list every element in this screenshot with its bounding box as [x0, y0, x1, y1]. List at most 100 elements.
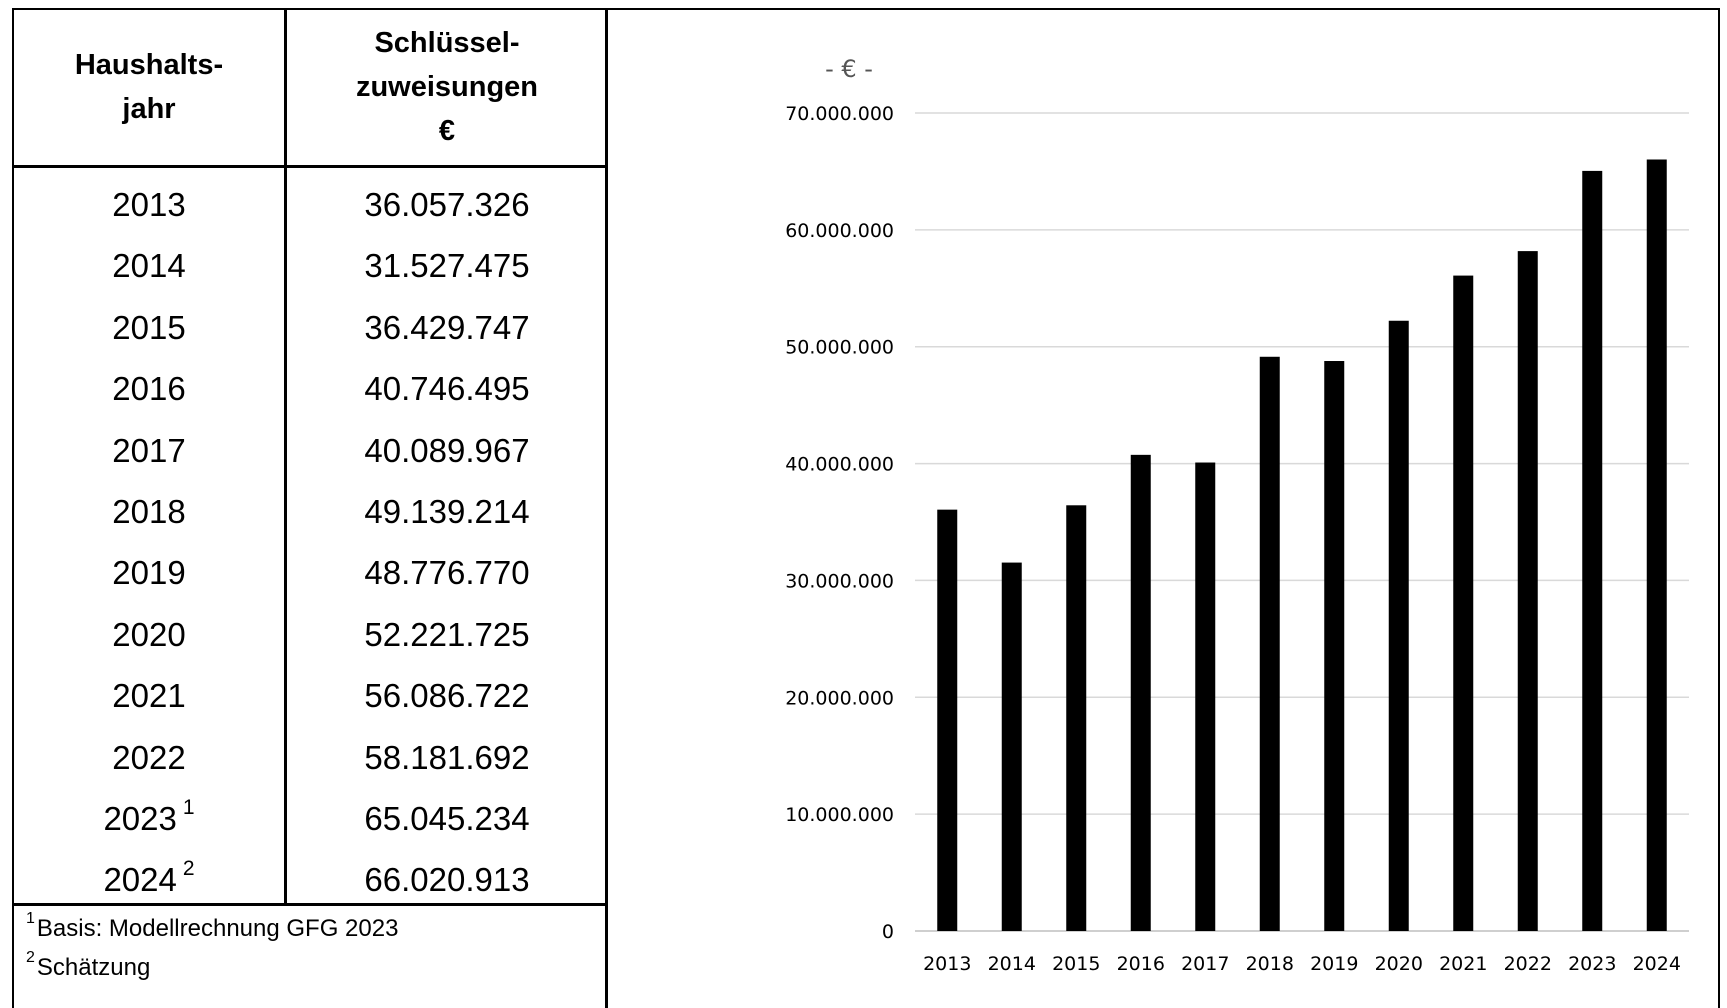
y-tick-label: 50.000.000 — [785, 337, 894, 359]
year-cell: 2016 — [12, 358, 286, 419]
bar-2024 — [1646, 159, 1667, 931]
figure-frame — [12, 8, 1720, 1008]
year-cell: 2021 — [12, 665, 286, 726]
value-cell: 66.020.913 — [364, 861, 530, 899]
value-cell: 31.527.475 — [364, 247, 530, 285]
bar-2016 — [1130, 454, 1151, 931]
x-tick-label: 2021 — [1439, 953, 1487, 975]
year-cell: 2019 — [12, 542, 286, 603]
value-cell: 65.045.234 — [364, 800, 530, 837]
year-text: 2018 — [112, 493, 186, 530]
bar-2018 — [1259, 356, 1280, 931]
year-text: 2022 — [112, 738, 186, 776]
year-text: 2019 — [112, 554, 186, 592]
footnote-1-mark: 1 — [26, 910, 35, 927]
bar-2020 — [1388, 320, 1409, 931]
bar-2019 — [1324, 361, 1345, 931]
value-cell: 40.746.495 — [364, 370, 530, 408]
chart-svg: - € - 0 10.000.000 20.000.000 30.000.000 40.… — [785, 55, 1689, 975]
x-tick-label: 2016 — [1117, 953, 1165, 975]
footnote-1-text: Basis: Modellrechnung GFG 2023 — [36, 915, 399, 942]
footnote-marker: 2 — [182, 857, 195, 881]
table-row: 2023 1 65.045.234 — [12, 788, 607, 849]
footnote-rule — [12, 903, 607, 906]
x-tick-label: 2022 — [1504, 953, 1552, 975]
table-row: 2014 31.527.475 — [12, 235, 607, 296]
value-cell: 40.089.967 — [364, 431, 530, 469]
year-cell: 2022 — [12, 727, 286, 788]
year-cell: 2023 1 — [12, 788, 286, 849]
table-row: 2015 36.429.747 — [12, 297, 607, 358]
value-cell: 52.221.725 — [364, 615, 530, 653]
x-tick-label: 2014 — [988, 953, 1036, 975]
value-cell: 56.086.722 — [364, 677, 530, 715]
x-tick-label: 2020 — [1375, 953, 1423, 975]
data-table: Haushalts- jahr Schlüssel- zuweisungen €… — [12, 8, 608, 1008]
y-tick-label: 20.000.000 — [785, 687, 894, 709]
footnote-2: 2Schätzung — [26, 949, 151, 982]
y-tick-label: 60.000.000 — [785, 220, 894, 242]
year-text: 2023 — [103, 800, 177, 837]
header-year: Haushalts- jahr — [12, 8, 286, 165]
column-divider — [284, 8, 287, 905]
year-cell: 2015 — [12, 297, 286, 358]
y-tick-label: 40.000.000 — [785, 454, 894, 476]
x-tick-label: 2019 — [1310, 953, 1358, 975]
bar-2015 — [1066, 505, 1087, 931]
x-tick-label: 2018 — [1246, 953, 1294, 975]
year-cell: 2020 — [12, 604, 286, 665]
value-cell: 58.181.692 — [364, 738, 530, 776]
footnote-1: 1Basis: Modellrechnung GFG 2023 — [26, 910, 399, 943]
year-text: 2021 — [112, 677, 186, 715]
value-cell: 36.429.747 — [364, 308, 530, 346]
table-row: 2019 48.776.770 — [12, 542, 607, 603]
header-value-line-3: € — [438, 114, 456, 147]
year-text: 2014 — [112, 247, 186, 285]
table-row: 2022 58.181.692 — [12, 727, 607, 788]
y-unit-label: - € - — [825, 55, 873, 83]
y-tick-label: 0 — [882, 921, 894, 943]
bar-2017 — [1195, 462, 1216, 931]
table-row: 2013 36.057.326 — [12, 174, 607, 235]
year-text: 2015 — [112, 308, 186, 346]
x-tick-label: 2024 — [1633, 953, 1681, 975]
y-tick-label: 30.000.000 — [785, 570, 894, 592]
year-text: 2024 — [103, 861, 177, 899]
value-cell: 49.139.214 — [364, 493, 530, 530]
year-text: 2013 — [112, 186, 186, 223]
table-row: 2021 56.086.722 — [12, 665, 607, 726]
table-row: 2024 2 66.020.913 — [12, 849, 607, 910]
bar-chart: - € - 0 10.000.000 20.000.000 30.000.000 40.… — [607, 8, 1720, 995]
bar-2022 — [1517, 251, 1538, 932]
table-row: 2018 49.139.214 — [12, 481, 607, 542]
year-cell: 2024 2 — [12, 849, 286, 910]
header-value-line-1: Schlüssel- — [374, 26, 520, 59]
y-tick-label: 10.000.000 — [785, 804, 894, 826]
year-text: 2017 — [112, 431, 186, 469]
footnote-2-text: Schätzung — [36, 954, 151, 981]
table-row: 2016 40.746.495 — [12, 358, 607, 419]
table-right-border — [605, 8, 608, 1008]
bar-2023 — [1582, 170, 1603, 932]
x-tick-label: 2017 — [1181, 953, 1229, 975]
bar-2013 — [937, 509, 958, 931]
header-value-line-2: zuweisungen — [355, 70, 539, 103]
value-cell: 36.057.326 — [364, 186, 530, 223]
table-row: 2020 52.221.725 — [12, 604, 607, 665]
x-tick-label: 2023 — [1568, 953, 1616, 975]
footnote-marker: 1 — [182, 796, 195, 819]
year-cell: 2014 — [12, 235, 286, 296]
header-year-line-1: Haushalts- — [74, 48, 224, 81]
y-tick-label: 70.000.000 — [785, 103, 894, 125]
header-year-line-2: jahr — [122, 92, 176, 125]
table-row: 2017 40.089.967 — [12, 420, 607, 481]
value-cell: 48.776.770 — [364, 554, 530, 592]
year-text: 2016 — [112, 370, 186, 408]
header-rule — [12, 165, 607, 168]
bar-2014 — [1001, 562, 1022, 931]
year-cell: 2017 — [12, 420, 286, 481]
x-tick-label: 2015 — [1052, 953, 1100, 975]
header-value: Schlüssel- zuweisungen € — [286, 8, 608, 165]
year-cell: 2018 — [12, 481, 286, 542]
year-cell: 2013 — [12, 174, 286, 235]
